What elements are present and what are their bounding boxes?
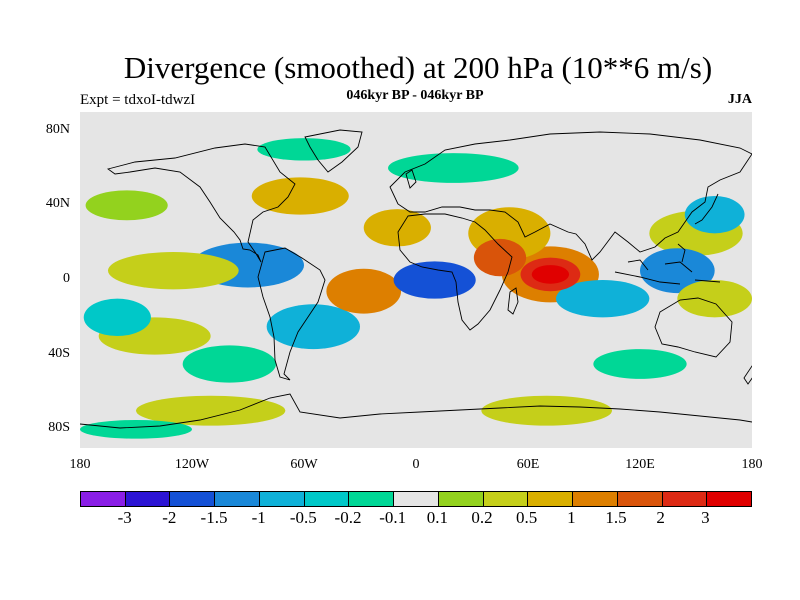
lat-tick-label: 0: [63, 271, 70, 286]
coastlines: [80, 129, 752, 429]
coastline-north-america: [106, 143, 296, 263]
coastline-eurasia: [389, 131, 752, 261]
field-patch: [136, 395, 286, 426]
colorbar-swatch: [259, 492, 305, 506]
colorbar-swatch: [528, 492, 574, 506]
colorbar-label: 2: [656, 508, 665, 527]
lat-tick-label: 80N: [45, 121, 70, 137]
field-patch: [80, 420, 192, 439]
colorbar: [80, 491, 752, 507]
colorbar-label: 1: [567, 508, 576, 527]
coastline-japan: [694, 193, 719, 225]
coastline-africa: [397, 213, 513, 331]
colorbar-swatch: [81, 492, 126, 506]
colorbar-label: 0.2: [471, 508, 493, 527]
lat-tick-label: 80S: [48, 420, 70, 436]
colorbar-swatch: [394, 492, 439, 506]
lat-tick-label: 40S: [48, 345, 70, 361]
period-label: 046kyr BP - 046kyr BP: [346, 88, 484, 103]
field-patch: [388, 153, 519, 183]
colorbar-swatch: [573, 492, 618, 506]
divergence-field: [80, 138, 752, 439]
field-patch: [393, 261, 476, 299]
colorbar-label: -1: [251, 508, 266, 527]
experiment-label: Expt = tdxoI-tdwzI: [80, 92, 196, 108]
colorbar-label: 0.5: [516, 508, 538, 527]
field-patch: [85, 190, 168, 221]
lon-tick-label: 0: [412, 457, 420, 472]
plot-title: Divergence (smoothed) at 200 hPa (10**6 …: [123, 50, 713, 85]
colorbar-label: 0.1: [426, 508, 448, 527]
coastline-south-america: [257, 247, 326, 381]
colorbar-swatch: [707, 492, 752, 506]
colorbar-label: -3: [117, 508, 132, 527]
colorbar-swatch: [662, 492, 708, 506]
colorbar-label: -1.5: [200, 508, 228, 527]
season-label: JJA: [727, 92, 752, 107]
field-patch: [684, 196, 745, 234]
field-patch: [481, 395, 612, 426]
coastline-uk: [405, 169, 417, 189]
lon-tick-label: 120E: [625, 457, 655, 472]
lon-tick-label: 180: [741, 457, 763, 472]
colorbar-swatch: [304, 492, 350, 506]
field-patch: [363, 209, 431, 247]
colorbar-label: -0.1: [379, 508, 407, 527]
field-patch: [257, 138, 351, 161]
lon-tick-label: 60E: [516, 457, 540, 472]
field-patch: [108, 252, 239, 290]
coastline-greenland: [304, 129, 363, 173]
colorbar-label: -0.5: [289, 508, 317, 527]
coastline-madagascar: [507, 287, 519, 315]
colorbar-swatch: [483, 492, 529, 506]
colorbar-label: -0.2: [334, 508, 362, 527]
colorbar-swatch: [438, 492, 484, 506]
field-patch: [182, 345, 276, 383]
field-patch: [326, 268, 402, 314]
lon-tick-label: 60W: [290, 457, 318, 472]
lon-tick-label: 120W: [174, 457, 210, 472]
colorbar-swatch: [349, 492, 395, 506]
field-patch: [473, 238, 527, 277]
colorbar-swatch: [215, 492, 260, 506]
field-patch: [677, 280, 752, 318]
field-patch: [556, 280, 650, 318]
field-patch: [83, 298, 151, 336]
colorbar-label: 1.5: [605, 508, 627, 527]
colorbar-swatch: [125, 492, 171, 506]
colorbar-label: -2: [162, 508, 177, 527]
lat-tick-label: 40N: [45, 196, 70, 212]
field-patch: [251, 177, 349, 215]
coastline-antarctica: [80, 393, 752, 429]
colorbar-label: 3: [701, 508, 710, 527]
coastline-indonesia: [614, 243, 721, 285]
colorbar-swatch: [617, 492, 663, 506]
colorbar-swatch: [170, 492, 216, 506]
map-svg: [80, 112, 752, 448]
lon-tick-label: 180: [69, 457, 91, 472]
field-patch: [593, 349, 687, 379]
coastline-new-zealand: [743, 365, 752, 385]
field-patch: [266, 304, 360, 350]
map-panel: [80, 112, 752, 448]
coastline-australia: [654, 297, 733, 358]
field-patch: [531, 265, 570, 284]
